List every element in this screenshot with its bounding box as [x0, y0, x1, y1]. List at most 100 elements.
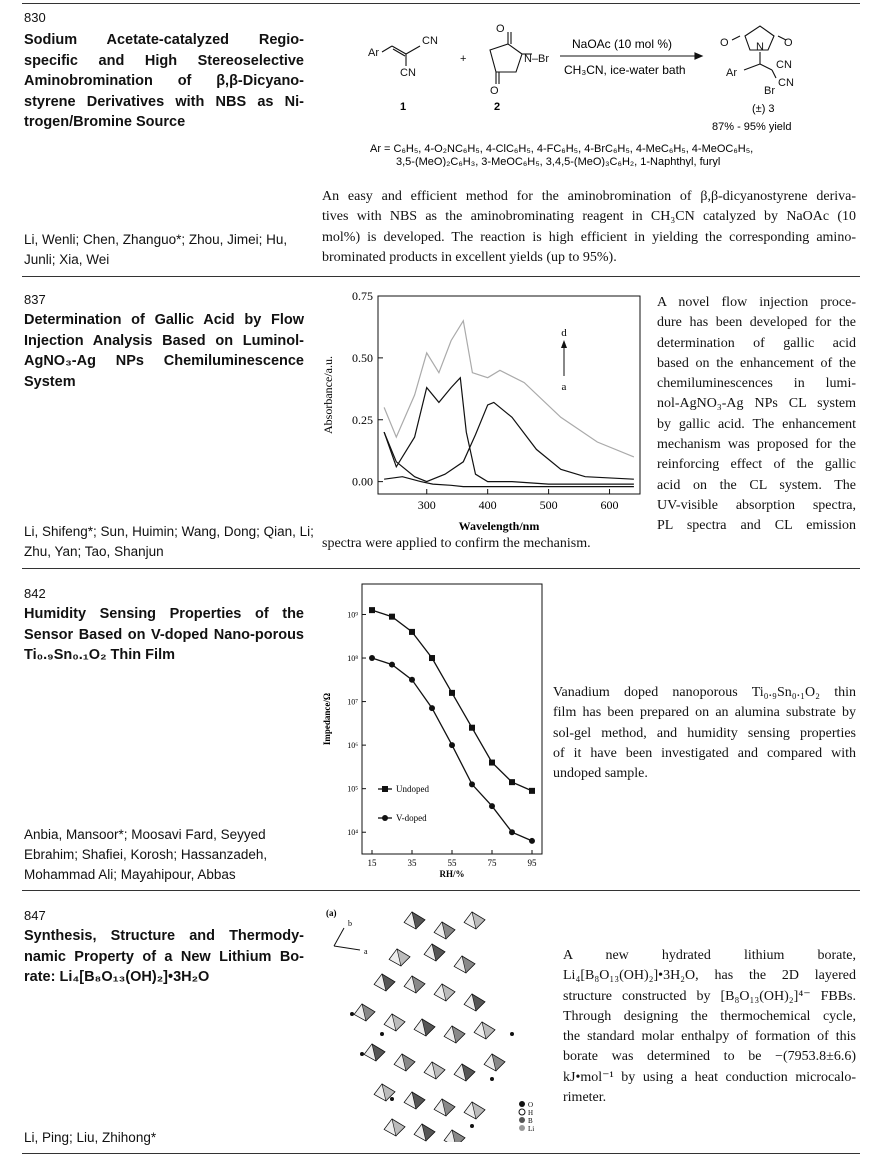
spectrum-curve: [383, 376, 634, 485]
legend-label: V-doped: [396, 813, 427, 823]
y-tick-label: 10⁴: [347, 828, 358, 837]
abstract-tail: spectra were applied to confirm the mech…: [322, 536, 591, 551]
spectrum-curve: [383, 319, 635, 458]
x-tick-label: 35: [408, 858, 418, 868]
svg-text:N: N: [756, 41, 764, 53]
axis-b-label: b: [348, 919, 352, 928]
abstract-line: kJ•mol⁻¹ by using a heat conduction micr…: [563, 1069, 856, 1085]
svg-text:O: O: [496, 23, 505, 35]
x-tick-label: 300: [418, 498, 436, 512]
abstract-line: Vanadium doped nanoporous Ti₀.₉Sn₀.₁O₂ t…: [553, 685, 856, 700]
annotation-arrowhead: [561, 340, 567, 348]
legend-h: H: [528, 1109, 533, 1117]
polyhedron-face: [423, 1061, 437, 1080]
abstract-line: An easy and efficient method for the ami…: [322, 189, 856, 204]
polyhedron-face: [413, 1123, 427, 1142]
svg-text:N–Br: N–Br: [524, 53, 549, 65]
x-tick-label: 55: [448, 858, 458, 868]
data-point-undoped: [509, 779, 515, 786]
y-tick-label: 0.25: [352, 413, 373, 427]
polyhedron-face: [413, 1018, 427, 1037]
structure-legend: O H B Li: [518, 1101, 534, 1133]
legend-label: Undoped: [396, 784, 429, 794]
abstract-line: chemiluminescences in lumi-: [657, 376, 856, 392]
x-axis-label: Wavelength/nm: [459, 519, 540, 533]
entry-number: 847: [24, 908, 46, 923]
y-tick-label: 10⁷: [347, 698, 358, 707]
abstract: An easy and efficient method for the ami…: [322, 187, 856, 268]
abstract-line: of it have been investigated and compare…: [553, 745, 856, 761]
data-point-undoped: [409, 628, 415, 635]
reagent-top: NaOAc (10 mol %): [572, 37, 672, 51]
annotation-label-a: a: [562, 381, 567, 393]
polyhedron-face: [403, 1091, 417, 1110]
absorbance-chart: 300 400 500 600 0.00 0.25 0.50 0.75 Wavelength/n…: [321, 289, 641, 533]
axis-a-label: a: [364, 947, 368, 956]
x-axis-label: RH/%: [439, 869, 464, 879]
axis-indicator: b a: [333, 919, 368, 956]
data-point-undoped: [529, 787, 535, 794]
polyhedron-face: [463, 993, 477, 1012]
entry-title: Determination of Gallic Acid by Flow Inj…: [24, 312, 304, 390]
rule-top: [22, 3, 860, 4]
data-point-vdoped: [409, 676, 415, 683]
lithium-atom: [490, 1077, 494, 1081]
abstract-line: mechanism was proposed for the: [657, 437, 856, 453]
polyhedron-face: [433, 921, 447, 940]
lithium-atom: [350, 1012, 354, 1016]
compound-2-label: 2: [494, 101, 500, 113]
lithium-atom: [390, 1097, 394, 1101]
abstract-line: undoped sample.: [553, 766, 648, 782]
abstract-line: borate was determined to be −(7953.8±6.6…: [563, 1049, 856, 1065]
abstract-line: A novel flow injection proce-: [657, 295, 856, 310]
svg-text:Ar: Ar: [726, 67, 737, 79]
data-point-vdoped: [509, 829, 515, 836]
polyhedron-face: [433, 983, 447, 1002]
svg-text:O: O: [720, 37, 729, 49]
abstract-line: structure constructed by [B₈O₁₃(OH)₂]⁴⁻ …: [563, 988, 856, 1004]
legend-marker: [382, 815, 388, 821]
abstract-line: Li₄[B₈O₁₃(OH)₂]•3H₂O, has the 2D layered: [563, 968, 856, 984]
data-point-vdoped: [449, 742, 455, 749]
polyhedra-network: [350, 911, 514, 1142]
polyhedron-face: [353, 1003, 367, 1022]
data-point-undoped: [429, 655, 435, 662]
polyhedron-face: [388, 948, 402, 967]
data-point-undoped: [389, 613, 395, 620]
y-tick-label: 10⁸: [347, 654, 358, 663]
polyhedron-face: [433, 1098, 447, 1117]
x-tick-label: 600: [601, 498, 619, 512]
svg-text:CN: CN: [400, 67, 416, 79]
abstract-line: the standard molar enthalpy of formation…: [563, 1029, 856, 1045]
svg-text:Br: Br: [764, 85, 775, 97]
polyhedron-face: [403, 911, 417, 930]
structure-panel-label: (a): [326, 908, 337, 918]
y-tick-label: 0.75: [352, 289, 373, 303]
y-axis-label: Impedance/Ω: [322, 693, 332, 745]
plot-frame: [361, 583, 543, 855]
data-point-undoped: [449, 689, 455, 696]
yield-label: 87% - 95% yield: [712, 121, 792, 133]
x-tick-label: 400: [479, 498, 497, 512]
entry-number: 837: [24, 292, 46, 307]
entry-number: 842: [24, 586, 46, 601]
product-label: (±) 3: [752, 103, 775, 115]
series-line: [371, 609, 533, 792]
data-point-vdoped: [369, 655, 375, 662]
entry-authors: Li, Ping; Liu, Zhihong*: [24, 1130, 157, 1145]
polyhedron-face: [453, 1063, 467, 1082]
abstract-line: A new hydrated lithium borate,: [563, 948, 856, 963]
svg-text:O: O: [784, 37, 793, 49]
polyhedron-face: [443, 1025, 457, 1044]
lithium-atom: [380, 1032, 384, 1036]
annotation-label-d: d: [561, 327, 567, 339]
polyhedron-face: [483, 1053, 497, 1072]
abstract-line: PL spectra and CL emission: [657, 518, 856, 534]
svg-text:+: +: [460, 53, 466, 65]
polyhedron-face: [373, 1083, 387, 1102]
abstract-line: acid on the CL system. The: [657, 477, 856, 493]
polyhedron-face: [463, 911, 477, 930]
abstract-line: sol-gel method, and humidity sensing pro…: [553, 725, 856, 741]
polyhedron-face: [363, 1043, 377, 1062]
rule-divider: [22, 276, 860, 277]
